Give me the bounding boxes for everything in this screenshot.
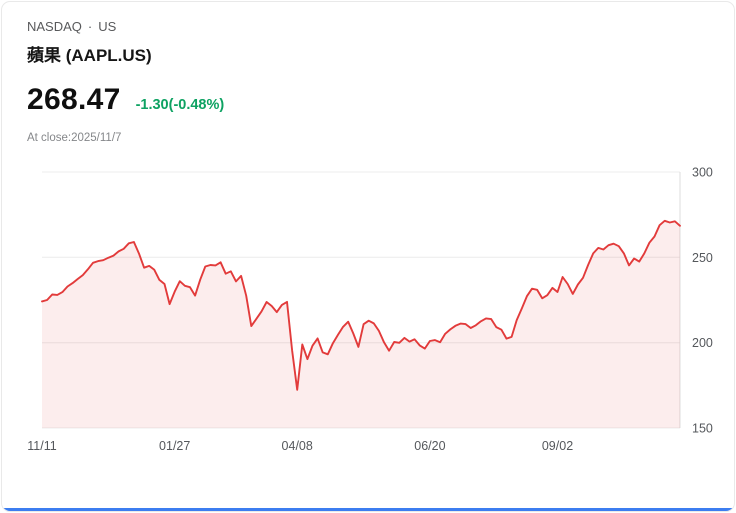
x-axis-label: 04/08: [282, 439, 313, 453]
card-header: NASDAQ · US 蘋果 (AAPL.US) 268.47 -1.30(-0…: [2, 2, 734, 144]
y-axis-label: 200: [692, 336, 713, 350]
x-axis-label: 09/02: [542, 439, 573, 453]
price-line: [41, 219, 681, 391]
x-axis-label: 01/27: [159, 439, 190, 453]
price-chart: 300 250 200 150 11/11 01/27 04/08 06/20 09/02: [27, 166, 713, 454]
last-price: 268.47: [27, 83, 121, 116]
separator-dot: ·: [87, 19, 93, 34]
price-area-fill: [42, 220, 680, 428]
y-axis-label: 300: [692, 166, 713, 180]
region-label: US: [98, 19, 117, 34]
as-of-timestamp: At close:2025/11/7: [27, 132, 122, 144]
price-change: -1.30(-0.48%): [135, 97, 225, 113]
y-axis-label: 150: [692, 422, 713, 436]
price-row: 268.47 -1.30(-0.48%): [27, 83, 709, 117]
x-axis-label: 11/11: [27, 439, 56, 453]
x-axis-label: 06/20: [414, 439, 445, 453]
stock-name: 蘋果 (AAPL.US): [27, 46, 152, 65]
market-info: NASDAQ · US: [27, 19, 709, 34]
exchange-label: NASDAQ: [27, 19, 82, 34]
y-axis-label: 250: [692, 251, 713, 265]
bottom-accent-bar: [2, 508, 734, 511]
